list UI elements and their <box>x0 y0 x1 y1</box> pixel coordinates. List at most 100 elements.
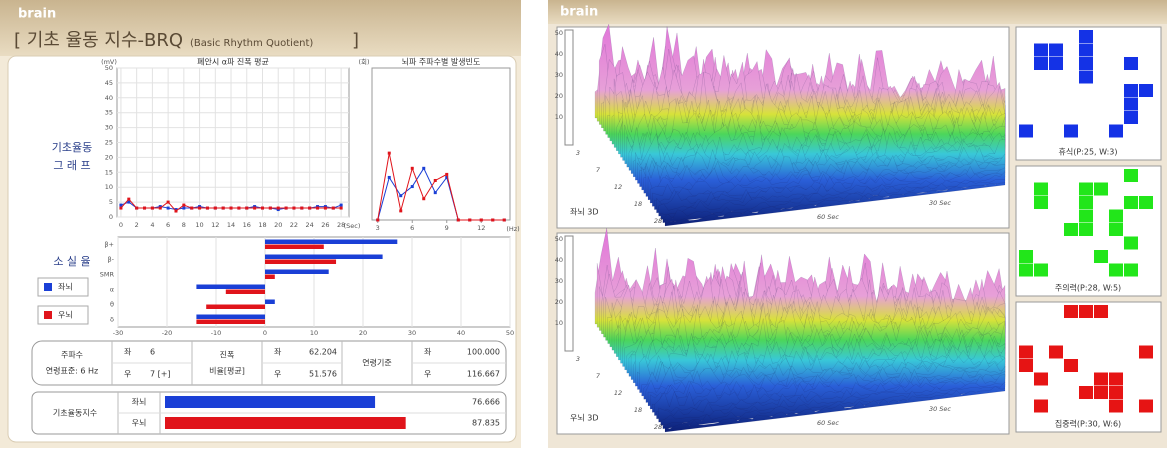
x-tick-label: 9 <box>445 224 449 232</box>
x-tick-label: 10 <box>195 221 203 229</box>
cell: 116.667 <box>467 370 500 379</box>
left-header <box>0 0 521 56</box>
legend-box <box>37 305 89 325</box>
point <box>491 218 495 222</box>
depth-tick-label: 3 <box>576 149 580 157</box>
pattern-cell <box>1124 169 1138 182</box>
cell: 우 <box>274 370 281 379</box>
depth-tick-label: 18 <box>634 406 642 414</box>
point <box>221 206 225 210</box>
x-tick-label: 12 <box>211 221 219 229</box>
x-tick-label: 28 <box>337 221 345 229</box>
y-axis-label: (회) <box>358 58 369 66</box>
brand: brain <box>560 5 598 20</box>
title-sub: (Basic Rhythm Quotient) <box>190 38 313 49</box>
x-tick-label: 4 <box>150 221 154 229</box>
pattern-cell <box>1019 250 1033 263</box>
pattern-cell <box>1019 263 1033 277</box>
pattern-cell <box>1034 57 1048 70</box>
side-label: 기초율동 <box>52 141 92 154</box>
y-tick-label: 50 <box>105 64 113 72</box>
surface-row <box>664 386 1006 433</box>
z-tick-label: 50 <box>555 29 563 37</box>
point <box>479 218 483 222</box>
pattern-cell <box>1139 399 1153 413</box>
pattern-cell <box>1034 399 1048 413</box>
pattern-cell <box>1079 70 1093 84</box>
cell: 51.576 <box>309 370 337 379</box>
cell: 62.204 <box>309 348 337 357</box>
pattern-cell <box>1109 399 1123 413</box>
point <box>331 206 335 210</box>
y-tick-label: 10 <box>105 183 113 191</box>
pattern-cell <box>1094 305 1108 318</box>
point <box>339 203 343 207</box>
category-label: 좌뇌 <box>132 398 147 407</box>
cell: 주파수 <box>61 351 83 360</box>
x-tick-label: 18 <box>258 221 266 229</box>
pattern-cell <box>1034 263 1048 277</box>
pattern-cell <box>1079 57 1093 70</box>
depth-tick-label: 7 <box>596 372 601 380</box>
point <box>445 172 449 176</box>
x-tick-label: 0 <box>263 329 267 337</box>
bar <box>265 239 398 244</box>
bar <box>196 319 265 324</box>
surface-row <box>662 381 1006 429</box>
legend-box <box>37 277 89 297</box>
bar <box>165 417 406 429</box>
point <box>245 206 249 210</box>
point <box>127 197 131 201</box>
point <box>268 206 272 210</box>
pattern-cell <box>1124 84 1138 97</box>
point <box>276 206 280 210</box>
z-tick-label: 10 <box>555 113 563 121</box>
depth-tick-label: 7 <box>596 166 601 174</box>
pattern-cell <box>1064 359 1078 372</box>
cell: 우 <box>124 370 131 379</box>
pattern-cell <box>1109 209 1123 223</box>
x-tick-label: 20 <box>274 221 282 229</box>
point <box>284 206 288 210</box>
cell: 진폭 <box>220 350 235 360</box>
point <box>323 206 327 210</box>
x-tick-label: 14 <box>227 221 235 229</box>
point <box>143 206 147 210</box>
point <box>468 218 472 222</box>
y-tick-label: 25 <box>105 139 113 147</box>
point <box>433 178 437 182</box>
cell: 우 <box>424 370 431 379</box>
value-label: 76.666 <box>472 398 500 407</box>
y-tick-label: 30 <box>105 124 113 132</box>
surface-row <box>660 170 1006 220</box>
point <box>119 203 123 207</box>
x-tick-label: 6 <box>166 221 170 229</box>
point <box>300 206 304 210</box>
x-tick-label: 2 <box>135 221 139 229</box>
pattern-cell <box>1019 124 1033 138</box>
point <box>190 206 194 210</box>
z-tick-label: 10 <box>555 319 563 327</box>
depth-tick-label: 28 <box>654 217 662 225</box>
pattern-cell <box>1124 236 1138 250</box>
legend-label: 우뇌 <box>58 311 73 320</box>
pattern-cell <box>1079 43 1093 57</box>
y-tick-label: 40 <box>105 94 113 102</box>
cell: 비율[평균] <box>209 366 245 376</box>
title: [ 기초 율동 지수-BRQ <box>14 30 183 51</box>
x-tick-label: 6 <box>410 224 414 232</box>
pattern-cell <box>1049 57 1063 70</box>
x-tick-label: 16 <box>243 221 251 229</box>
pattern-cell <box>1049 345 1063 359</box>
pattern-cell <box>1064 223 1078 236</box>
pattern-label: 집중력(P:30, W:6) <box>1055 419 1121 429</box>
depth-tick-label: 18 <box>634 200 642 208</box>
point <box>237 206 241 210</box>
point <box>433 191 437 195</box>
x-axis-label: (Sec) <box>344 222 361 230</box>
category-label: δ <box>110 316 114 324</box>
bar <box>196 314 265 319</box>
category-label: α <box>110 286 114 294</box>
y-tick-label: 0 <box>109 213 113 221</box>
plot-label: 좌뇌 3D <box>570 208 599 217</box>
